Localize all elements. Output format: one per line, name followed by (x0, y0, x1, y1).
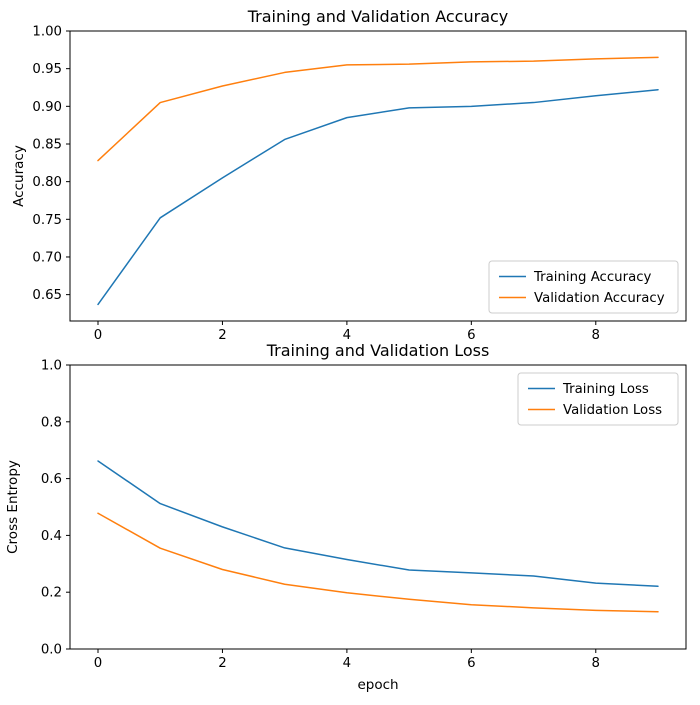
line-series-accuracy-0 (97, 89, 659, 306)
x-tick-label: 0 (94, 656, 102, 671)
legend-label-loss-1: Validation Loss (563, 403, 662, 418)
legend-accuracy: Training Accuracy Validation Accuracy (488, 260, 679, 314)
axes-box-loss (69, 364, 687, 650)
y-axis-label-accuracy: Accuracy (11, 145, 27, 207)
x-tick-label: 6 (467, 656, 475, 671)
x-tick-label: 6 (467, 328, 475, 343)
y-tick-label: 0.85 (32, 137, 62, 152)
legend-label-loss-0: Training Loss (562, 382, 649, 397)
legend-label-accuracy-0: Training Accuracy (533, 270, 652, 285)
y-tick-label: 0.6 (41, 472, 62, 487)
x-tick-label: 0 (94, 328, 102, 343)
y-tick-label: 0.70 (32, 250, 62, 265)
axes-box-accuracy (69, 30, 687, 322)
y-tick-label: 0.90 (32, 100, 62, 115)
y-tick-label: 0.65 (32, 288, 62, 303)
y-tick-label: 0.75 (32, 213, 62, 228)
subplot-accuracy: 0.65 0.70 0.75 0.80 0.85 0.90 0.95 1.00 0 2 4 6 8 Tra… (11, 7, 687, 343)
chart-title-loss: Training and Validation Loss (266, 341, 490, 360)
y-tick-label: 0.80 (32, 175, 62, 190)
y-tick-label: 1.0 (41, 359, 62, 374)
line-series-loss-0 (97, 460, 659, 587)
legend-frame-loss (517, 372, 679, 426)
y-tick-label: 0.95 (32, 62, 62, 77)
chart-title-accuracy: Training and Validation Accuracy (247, 7, 509, 26)
legend-loss: Training Loss Validation Loss (517, 372, 679, 426)
y-tick-label: 0.2 (41, 586, 62, 601)
x-tick-label: 2 (218, 328, 226, 343)
x-axis-label-loss: epoch (357, 677, 398, 693)
x-tick-label: 2 (218, 656, 226, 671)
line-series-accuracy-1 (97, 56, 659, 162)
x-tick-label: 4 (343, 656, 351, 671)
legend-frame-accuracy (488, 260, 679, 314)
legend-label-accuracy-1: Validation Accuracy (534, 291, 665, 306)
y-tick-label: 0.0 (41, 643, 62, 658)
y-tick-label: 0.8 (41, 415, 62, 430)
x-tick-label: 4 (343, 328, 351, 343)
y-axis-label-loss: Cross Entropy (5, 460, 21, 554)
y-tick-label: 1.00 (32, 25, 62, 40)
line-series-loss-1 (97, 512, 659, 613)
x-tick-label: 8 (592, 656, 600, 671)
subplot-loss: 0.0 0.2 0.4 0.6 0.8 1.0 0 2 4 6 8 Training and Vali… (5, 341, 687, 693)
x-tick-label: 8 (592, 328, 600, 343)
y-tick-label: 0.4 (41, 529, 62, 544)
